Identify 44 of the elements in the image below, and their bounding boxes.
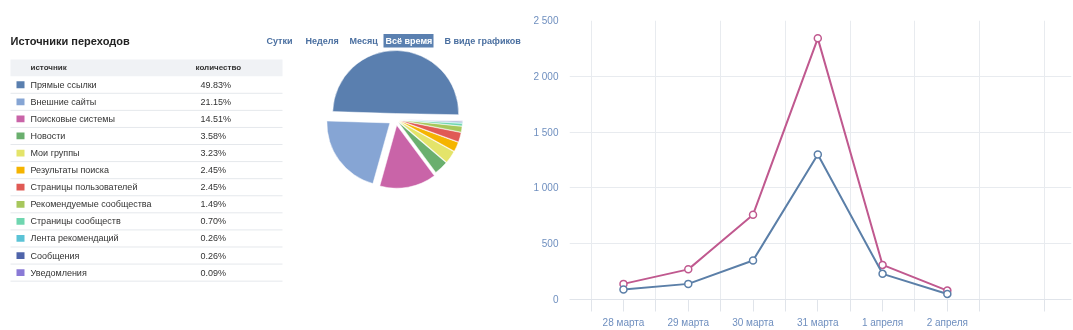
x-tick-label: 31 марта	[796, 316, 840, 328]
legend-label: Страницы пользователей	[30, 182, 138, 193]
text: Сутки	[266, 35, 293, 46]
data-label: 0.09%	[200, 267, 227, 278]
y-tick-label: 0	[552, 294, 559, 305]
data-label: 14.51%	[200, 113, 232, 124]
data-label: 2.45%	[200, 165, 227, 176]
legend-label: Новости	[30, 130, 66, 141]
legend-label: Прямые ссылки	[30, 79, 97, 90]
y-tick-label: 500	[541, 238, 559, 250]
x-tick-label: 1 апреля	[861, 316, 904, 328]
text: В виде графиков	[444, 35, 522, 46]
text: источник	[30, 63, 68, 73]
legend-label: Страницы сообществ	[30, 216, 121, 227]
data-label: 0.70%	[200, 216, 227, 227]
text: Всё время	[385, 35, 433, 46]
legend-label: Результаты поиска	[30, 165, 109, 176]
y-tick-label: 1 000	[533, 182, 559, 194]
text: Неделя	[305, 35, 339, 46]
y-tick-label: 1 500	[533, 126, 559, 138]
legend-label: Внешние сайты	[30, 96, 97, 107]
legend-label: Поисковые системы	[30, 113, 116, 124]
legend-label: Лента рекомендаций	[30, 233, 119, 244]
legend-label: Сообщения	[30, 250, 80, 261]
x-tick-label: 2 апреля	[926, 316, 969, 328]
y-tick-label: 2 500	[533, 15, 559, 26]
chart-title: Источники переходов	[10, 34, 130, 47]
x-tick-label: 28 марта	[602, 316, 645, 328]
data-label: 2.45%	[200, 182, 227, 193]
data-label: 0.26%	[200, 250, 227, 261]
data-label: 3.58%	[200, 130, 227, 141]
x-tick-label: 29 марта	[667, 316, 710, 328]
legend-label: Рекомендуемые сообщества	[30, 199, 152, 210]
data-label: 1.49%	[200, 199, 227, 210]
data-label: 49.83%	[200, 79, 232, 90]
x-tick-label: 30 марта	[732, 316, 775, 328]
data-label: 21.15%	[200, 96, 232, 107]
data-label: 0.26%	[200, 233, 227, 244]
y-tick-label: 2 000	[533, 70, 559, 82]
legend-label: Уведомления	[30, 267, 87, 278]
legend-label: Мои группы	[30, 148, 80, 159]
text: количество	[195, 63, 242, 73]
text: Месяц	[349, 35, 379, 46]
data-label: 3.23%	[200, 148, 227, 159]
